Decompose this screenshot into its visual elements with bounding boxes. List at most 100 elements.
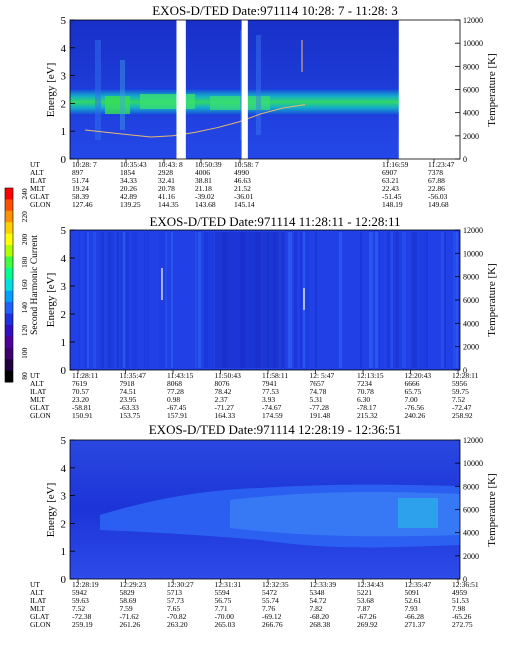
y2tick-label: 12000 (463, 226, 483, 235)
orbit-cell: 149.68 (428, 200, 449, 209)
orbit-cell: 240.26 (405, 411, 426, 420)
orbit-cell: 23.95 (120, 395, 137, 404)
orbit-cell: 268.38 (310, 620, 331, 629)
colorbar-tick-label: 200 (20, 234, 29, 246)
streak (198, 232, 201, 368)
ytick-label: 0 (61, 365, 67, 377)
orbit-cell: 12:29:23 (120, 580, 147, 589)
y2tick-label: 2000 (463, 552, 479, 561)
orbit-cell: 42.89 (120, 192, 137, 201)
colorbar-segment (5, 359, 13, 372)
streak (108, 232, 111, 368)
orbit-cell: 53.68 (357, 596, 374, 605)
colorbar-segment (5, 210, 13, 223)
orbit-cell: 59.63 (72, 596, 89, 605)
panel-3-title: EXOS-D/TED Date:971114 12:28:19 - 12:36:… (149, 422, 402, 437)
streak (111, 232, 114, 368)
orbit-cell: 12:13:15 (357, 371, 384, 380)
orbit-cell: 78.42 (215, 387, 232, 396)
colorbar-tick-label: 80 (20, 372, 29, 380)
panel-3-y2label: Temperature [K] (486, 473, 498, 546)
orbit-cell: 5221 (357, 588, 372, 597)
orbit-cell: 10:35:43 (120, 160, 147, 169)
streak (204, 232, 208, 368)
y2tick-label: 10000 (463, 249, 483, 258)
y2tick-label: 6000 (463, 86, 479, 95)
colorbar-segment (5, 336, 13, 349)
streak (411, 232, 415, 368)
orbit-cell: -77.28 (310, 403, 330, 412)
orbit-cell: 10:43: 8 (158, 160, 183, 169)
panel-2-y2label: Temperature [K] (486, 263, 498, 336)
orbit-cell: -68.20 (310, 612, 330, 621)
panel-2-axes: 0 1 2 3 4 5 0 2000 4000 6000 8000 10000 12000 (61, 225, 484, 377)
orbit-cell: 5594 (215, 588, 230, 597)
streak (294, 232, 297, 368)
orbit-cell: 20.26 (120, 184, 137, 193)
orbit-cell: -56.03 (428, 192, 448, 201)
orbit-cell: 12:33:39 (310, 580, 337, 589)
colorbar-tick-label: 240 (20, 188, 29, 200)
streak (300, 232, 302, 368)
ytick-label: 1 (61, 337, 67, 349)
data-gap (398, 20, 460, 159)
streak (195, 232, 197, 368)
orbit-cell: 269.92 (357, 620, 378, 629)
ytick-label: 0 (61, 154, 67, 166)
orbit-cell: 7918 (120, 379, 135, 388)
orbit-cell: 22.43 (382, 184, 399, 193)
colorbar-segment (5, 313, 13, 326)
orbit-cell: 145.14 (234, 200, 255, 209)
orbit-cell: 2928 (158, 168, 173, 177)
colorbar-segment (5, 222, 13, 235)
orbit-cell: 11:16:59 (382, 160, 409, 169)
orbit-cell: 259.19 (72, 620, 93, 629)
ytick-label: 5 (61, 435, 67, 447)
orbit-cell: 7.82 (310, 604, 323, 613)
orbit-cell: 150.91 (72, 411, 93, 420)
y2tick-label: 2000 (463, 132, 479, 141)
orbit-cell: 58.39 (72, 192, 89, 201)
orbit-cell: 261.26 (120, 620, 141, 629)
orbit-cell: 4990 (234, 168, 249, 177)
orbit-cell: 191.48 (310, 411, 331, 420)
orbit-cell: 5091 (405, 588, 420, 597)
ytick-label: 2 (61, 98, 67, 110)
orbit-cell: 7.71 (215, 604, 228, 613)
colorbar-segment (5, 279, 13, 292)
orbit-cell: 7.59 (120, 604, 133, 613)
y2tick-label: 4000 (463, 109, 479, 118)
streak (339, 232, 342, 368)
colorbar-tick-label: 100 (20, 347, 29, 359)
orbit-cell: 7.00 (405, 395, 418, 404)
orbit-cell: 11:43:15 (167, 371, 194, 380)
y2tick-label: 4000 (463, 529, 479, 538)
orbit-cell: 8068 (167, 379, 182, 388)
orbit-cell: 51.53 (452, 596, 469, 605)
orbit-cell: 271.37 (405, 620, 426, 629)
orbit-cell: 164.33 (215, 411, 236, 420)
streak (423, 232, 426, 368)
orbit-cell: -78.17 (357, 403, 377, 412)
streak (207, 232, 210, 368)
orbit-cell: 7619 (72, 379, 87, 388)
orbit-row-label: ILAT (30, 387, 47, 396)
orbit-cell: 5348 (310, 588, 325, 597)
y2tick-label: 6000 (463, 296, 479, 305)
ytick-label: 2 (61, 309, 67, 321)
panel-1-plot (69, 19, 461, 160)
ytick-label: 3 (61, 71, 67, 83)
y2tick-label: 8000 (463, 62, 479, 71)
orbit-cell: 263.20 (167, 620, 188, 629)
orbit-cell: -67.45 (167, 403, 187, 412)
colorbar-segment (5, 290, 13, 303)
streak (123, 232, 125, 368)
orbit-cell: 74.78 (310, 387, 327, 396)
streak (453, 232, 456, 368)
orbit-cell: 54.72 (310, 596, 327, 605)
orbit-cell: 143.68 (195, 200, 216, 209)
orbit-cell: 12:36:51 (452, 580, 479, 589)
orbit-row-label: MLT (30, 184, 46, 193)
streak (144, 232, 146, 368)
